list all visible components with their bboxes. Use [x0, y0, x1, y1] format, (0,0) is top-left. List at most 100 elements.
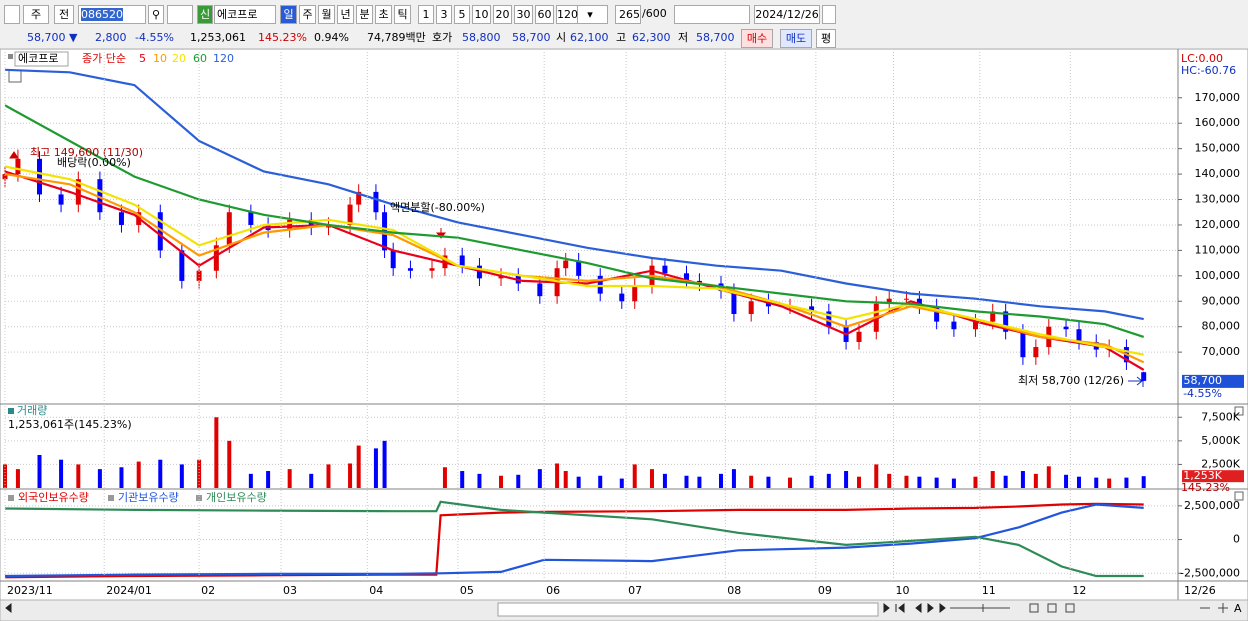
- volume-bar: [749, 475, 754, 488]
- y-tick-label: 7,500K: [1201, 410, 1240, 423]
- price: 58,700 ▼: [27, 31, 78, 44]
- volume-bar: [227, 440, 232, 488]
- bid: 58,700: [512, 31, 551, 44]
- holding-line: [4, 500, 1144, 578]
- candle-body: [597, 275, 603, 294]
- volume-bar: [951, 478, 956, 488]
- text-size-icon[interactable]: A: [1234, 602, 1242, 615]
- period-button[interactable]: 분: [356, 5, 373, 24]
- volume-bar: [1141, 476, 1146, 488]
- turnover: 0.94%: [314, 31, 349, 44]
- x-tick-label: 2023/11: [7, 584, 53, 597]
- code-input[interactable]: 086520: [78, 5, 146, 24]
- interval-button[interactable]: 30: [514, 5, 533, 24]
- ask: 58,800: [462, 31, 501, 44]
- y-tick-label: 170,000: [1195, 91, 1241, 104]
- period-button[interactable]: 년: [337, 5, 354, 24]
- period-button[interactable]: 초: [375, 5, 392, 24]
- toolbar-icons[interactable]: [950, 603, 1228, 613]
- buy-button[interactable]: 매수: [741, 29, 773, 48]
- candle-body: [1003, 311, 1009, 332]
- new-badge[interactable]: 신: [197, 5, 213, 24]
- legend-entry: 외국인보유수량: [18, 491, 89, 504]
- candle-body: [58, 194, 64, 205]
- x-tick-label: 05: [460, 584, 474, 597]
- volume-bar: [1003, 475, 1008, 488]
- interval-button[interactable]: 120: [556, 5, 578, 24]
- legend-marker: [8, 54, 13, 59]
- volume-bar: [179, 464, 184, 488]
- period-button[interactable]: 월: [318, 5, 335, 24]
- volume-bar: [844, 471, 849, 488]
- x-tick-label: 2024/01: [106, 584, 152, 597]
- last-price-label: 58,700: [1184, 374, 1223, 387]
- name-input[interactable]: 에코프로: [214, 5, 276, 24]
- candle-body: [373, 191, 379, 213]
- volume-bar: [576, 476, 581, 488]
- close-pane[interactable]: [1234, 491, 1244, 501]
- period-button[interactable]: 주: [299, 5, 316, 24]
- tool-icons[interactable]: [674, 5, 750, 24]
- close-pane[interactable]: [1234, 406, 1244, 416]
- period-button[interactable]: 틱: [394, 5, 411, 24]
- candle-body: [990, 311, 996, 322]
- annotation: 배당락(0.00%): [57, 156, 131, 169]
- y-tick-label: 2,500K: [1201, 457, 1240, 470]
- interval-button[interactable]: 60: [535, 5, 554, 24]
- volume-bar: [809, 475, 814, 488]
- quote-bar: 58,700 ▼ 2,800 -4.55% 1,253,061 145.23% …: [0, 28, 1248, 48]
- interval-button[interactable]: 5: [454, 5, 470, 24]
- sell-button[interactable]: 매도: [780, 29, 812, 48]
- volume-bar: [662, 473, 667, 488]
- search-icon[interactable]: ⚲: [148, 5, 164, 24]
- scroll-buttons[interactable]: [5, 602, 946, 614]
- volume-bar: [382, 440, 387, 488]
- ask-label: 호가: [432, 31, 453, 44]
- volume-bar: [197, 459, 202, 488]
- volume-bar: [874, 464, 879, 488]
- interval-button[interactable]: 3: [436, 5, 452, 24]
- market-select[interactable]: 주: [23, 5, 49, 24]
- volume-bar: [990, 471, 995, 488]
- candle-body: [809, 306, 815, 312]
- calendar-icon[interactable]: [822, 5, 836, 24]
- candle-body: [196, 270, 202, 281]
- volume-bar: [119, 467, 124, 488]
- y-tick-label: 5,000K: [1201, 434, 1240, 447]
- interval-button[interactable]: 10: [472, 5, 491, 24]
- count-input[interactable]: 265: [615, 5, 641, 24]
- menu-icon[interactable]: [4, 5, 20, 24]
- volume-bar: [632, 464, 637, 488]
- candle-body: [157, 212, 163, 251]
- volume-bar: [1107, 478, 1112, 488]
- change: 2,800: [95, 31, 127, 44]
- code-text: 086520: [81, 8, 123, 21]
- avg-button[interactable]: 평: [816, 29, 836, 48]
- volume-bar: [731, 469, 736, 488]
- all-button[interactable]: 전: [54, 5, 74, 24]
- volume-bar: [766, 476, 771, 488]
- candle-body: [619, 293, 625, 302]
- candle-body: [248, 212, 254, 225]
- candle-body: [37, 158, 43, 195]
- candle-body: [1076, 329, 1082, 342]
- sound-icon[interactable]: [167, 5, 193, 24]
- candle-body: [226, 212, 232, 246]
- x-tick-label: 10: [896, 584, 910, 597]
- interval-button[interactable]: 1: [418, 5, 434, 24]
- moving-average: [4, 68, 1144, 321]
- candle-body: [1033, 347, 1039, 358]
- name-box: [14, 51, 69, 67]
- legend-entry: 60: [193, 52, 207, 65]
- scroll-thumb[interactable]: [497, 602, 879, 617]
- table-icon[interactable]: [8, 69, 22, 83]
- x-tick-label: 04: [369, 584, 383, 597]
- y-tick-label: 100,000: [1195, 269, 1241, 282]
- interval-button[interactable]: 20: [493, 5, 512, 24]
- volume-bar: [684, 475, 689, 488]
- candle-body: [325, 224, 331, 228]
- holding-line: [4, 503, 1144, 578]
- period-button[interactable]: 일: [280, 5, 297, 24]
- candle-body: [476, 265, 482, 279]
- date-input[interactable]: 2024/12/26: [754, 5, 820, 24]
